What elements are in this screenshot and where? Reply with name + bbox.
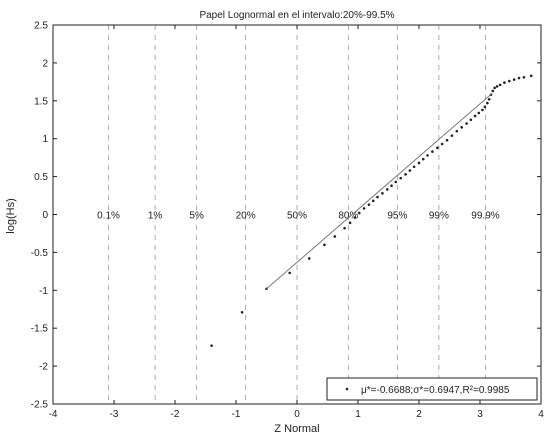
y-tick-label: 1.5	[34, 96, 48, 107]
y-tick-label: 2.5	[34, 21, 48, 32]
data-point	[498, 83, 502, 87]
x-tick-label: -4	[49, 409, 58, 420]
y-tick-label: 0.5	[34, 172, 48, 183]
data-point	[343, 226, 346, 230]
data-point	[529, 74, 533, 78]
data-point	[376, 195, 379, 199]
data-point	[426, 154, 429, 157]
data-point	[495, 85, 499, 88]
data-point	[421, 157, 425, 161]
axes: -4 -3 -2 -1 0 1 2 3 4 -2.5 -2 -1.5 -1 -0.5 0 0.5 1 1.5 2 2.…	[31, 21, 544, 421]
data-point	[431, 150, 434, 153]
data-point	[455, 129, 459, 133]
y-tick-label: -2	[39, 362, 48, 373]
data-point	[473, 114, 477, 118]
y-tick-label: -0.5	[31, 248, 49, 259]
data-point	[507, 79, 511, 83]
y-tick-label: -1	[39, 286, 48, 297]
data-point	[445, 138, 449, 142]
data-point	[517, 76, 521, 80]
plot-area	[210, 74, 533, 347]
x-tick-label: 3	[477, 409, 483, 420]
data-point	[491, 89, 495, 93]
prob-label: 80%	[338, 211, 358, 222]
x-tick-label: -3	[110, 409, 119, 420]
data-point	[486, 101, 489, 105]
data-point	[240, 310, 244, 314]
fit-line	[266, 92, 493, 290]
data-point	[371, 199, 375, 203]
data-point	[333, 235, 337, 238]
prob-label: 95%	[387, 211, 407, 222]
probability-grid: 0.1% 1% 5% 20% 50% 80% 95% 99% 99.9%	[97, 25, 500, 404]
data-point	[417, 161, 421, 165]
data-point	[440, 142, 444, 146]
data-point	[408, 169, 412, 172]
prob-label: 0.1%	[97, 211, 120, 222]
data-point	[460, 126, 464, 129]
data-point	[394, 180, 398, 184]
data-point	[503, 81, 506, 84]
x-tick-label: -2	[171, 409, 180, 420]
y-tick-label: -2.5	[31, 400, 49, 411]
x-tick-label: 0	[294, 409, 300, 420]
prob-label: 1%	[148, 211, 163, 222]
data-point	[412, 165, 416, 169]
data-point	[348, 221, 352, 225]
data-point	[487, 97, 491, 101]
data-point	[465, 122, 468, 125]
prob-label: 99.9%	[471, 211, 499, 222]
chart-title: Papel Lognormal en el intervalo:20%-99.5…	[199, 10, 394, 21]
data-point	[367, 203, 371, 206]
x-tick-label: 4	[538, 409, 544, 420]
data-point	[353, 216, 357, 219]
data-point	[450, 134, 454, 137]
legend-marker	[345, 387, 349, 391]
prob-label: 20%	[236, 211, 256, 222]
legend-text: μ*=-0.6688;σ*=0.6947,R²=0.9985	[361, 385, 510, 396]
data-point	[390, 184, 393, 187]
data-point	[512, 78, 516, 81]
y-axis-label: log(Hs)	[5, 198, 17, 233]
data-point	[399, 176, 403, 180]
x-tick-label: 2	[416, 409, 422, 420]
data-point	[323, 243, 326, 247]
data-point	[362, 207, 366, 210]
data-point	[469, 118, 473, 122]
data-point	[481, 108, 484, 112]
data-point	[385, 188, 389, 191]
data-point	[357, 211, 361, 215]
prob-label: 50%	[287, 211, 307, 222]
prob-label: 99%	[429, 211, 449, 222]
data-point	[381, 191, 384, 195]
legend-box	[326, 377, 538, 401]
x-axis-label: Z Normal	[274, 423, 319, 435]
y-tick-label: 1	[42, 134, 48, 145]
data-point	[404, 173, 407, 176]
data-point	[477, 111, 481, 115]
data-point	[210, 344, 213, 347]
data-point	[436, 146, 439, 150]
prob-label: 5%	[189, 211, 204, 222]
data-point	[288, 271, 291, 275]
legend: μ*=-0.6688;σ*=0.6947,R²=0.9985	[326, 377, 538, 401]
x-tick-label: 1	[355, 409, 361, 420]
y-tick-label: 2	[42, 58, 48, 69]
data-point	[493, 86, 496, 90]
x-tick-label: -1	[232, 409, 241, 420]
y-tick-label: 0	[42, 210, 48, 221]
y-tick-label: -1.5	[31, 324, 49, 335]
data-point	[307, 257, 311, 260]
data-point	[522, 76, 526, 79]
data-point	[483, 105, 487, 109]
